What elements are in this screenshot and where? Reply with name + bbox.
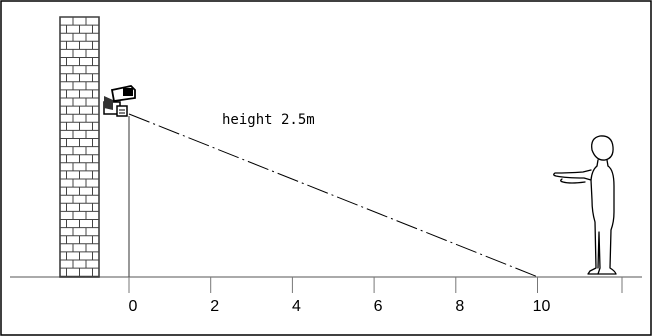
- brick-wall-icon: [59, 16, 100, 278]
- detection-line: [128, 113, 539, 278]
- height-annotation: height 2.5m: [222, 112, 315, 128]
- axis-tick-label: 4: [292, 298, 301, 315]
- security-camera-icon: [103, 85, 136, 117]
- axis-tick-label: 10: [533, 298, 551, 315]
- person-figure-icon: [553, 135, 617, 275]
- axis-tick-label: 6: [374, 298, 383, 315]
- axis-tick-label: 8: [455, 298, 464, 315]
- axis-tick-label: 0: [129, 298, 138, 315]
- distance-axis: 0 2 4 6 8 10: [128, 277, 623, 315]
- axis-tick-label: 2: [210, 298, 219, 315]
